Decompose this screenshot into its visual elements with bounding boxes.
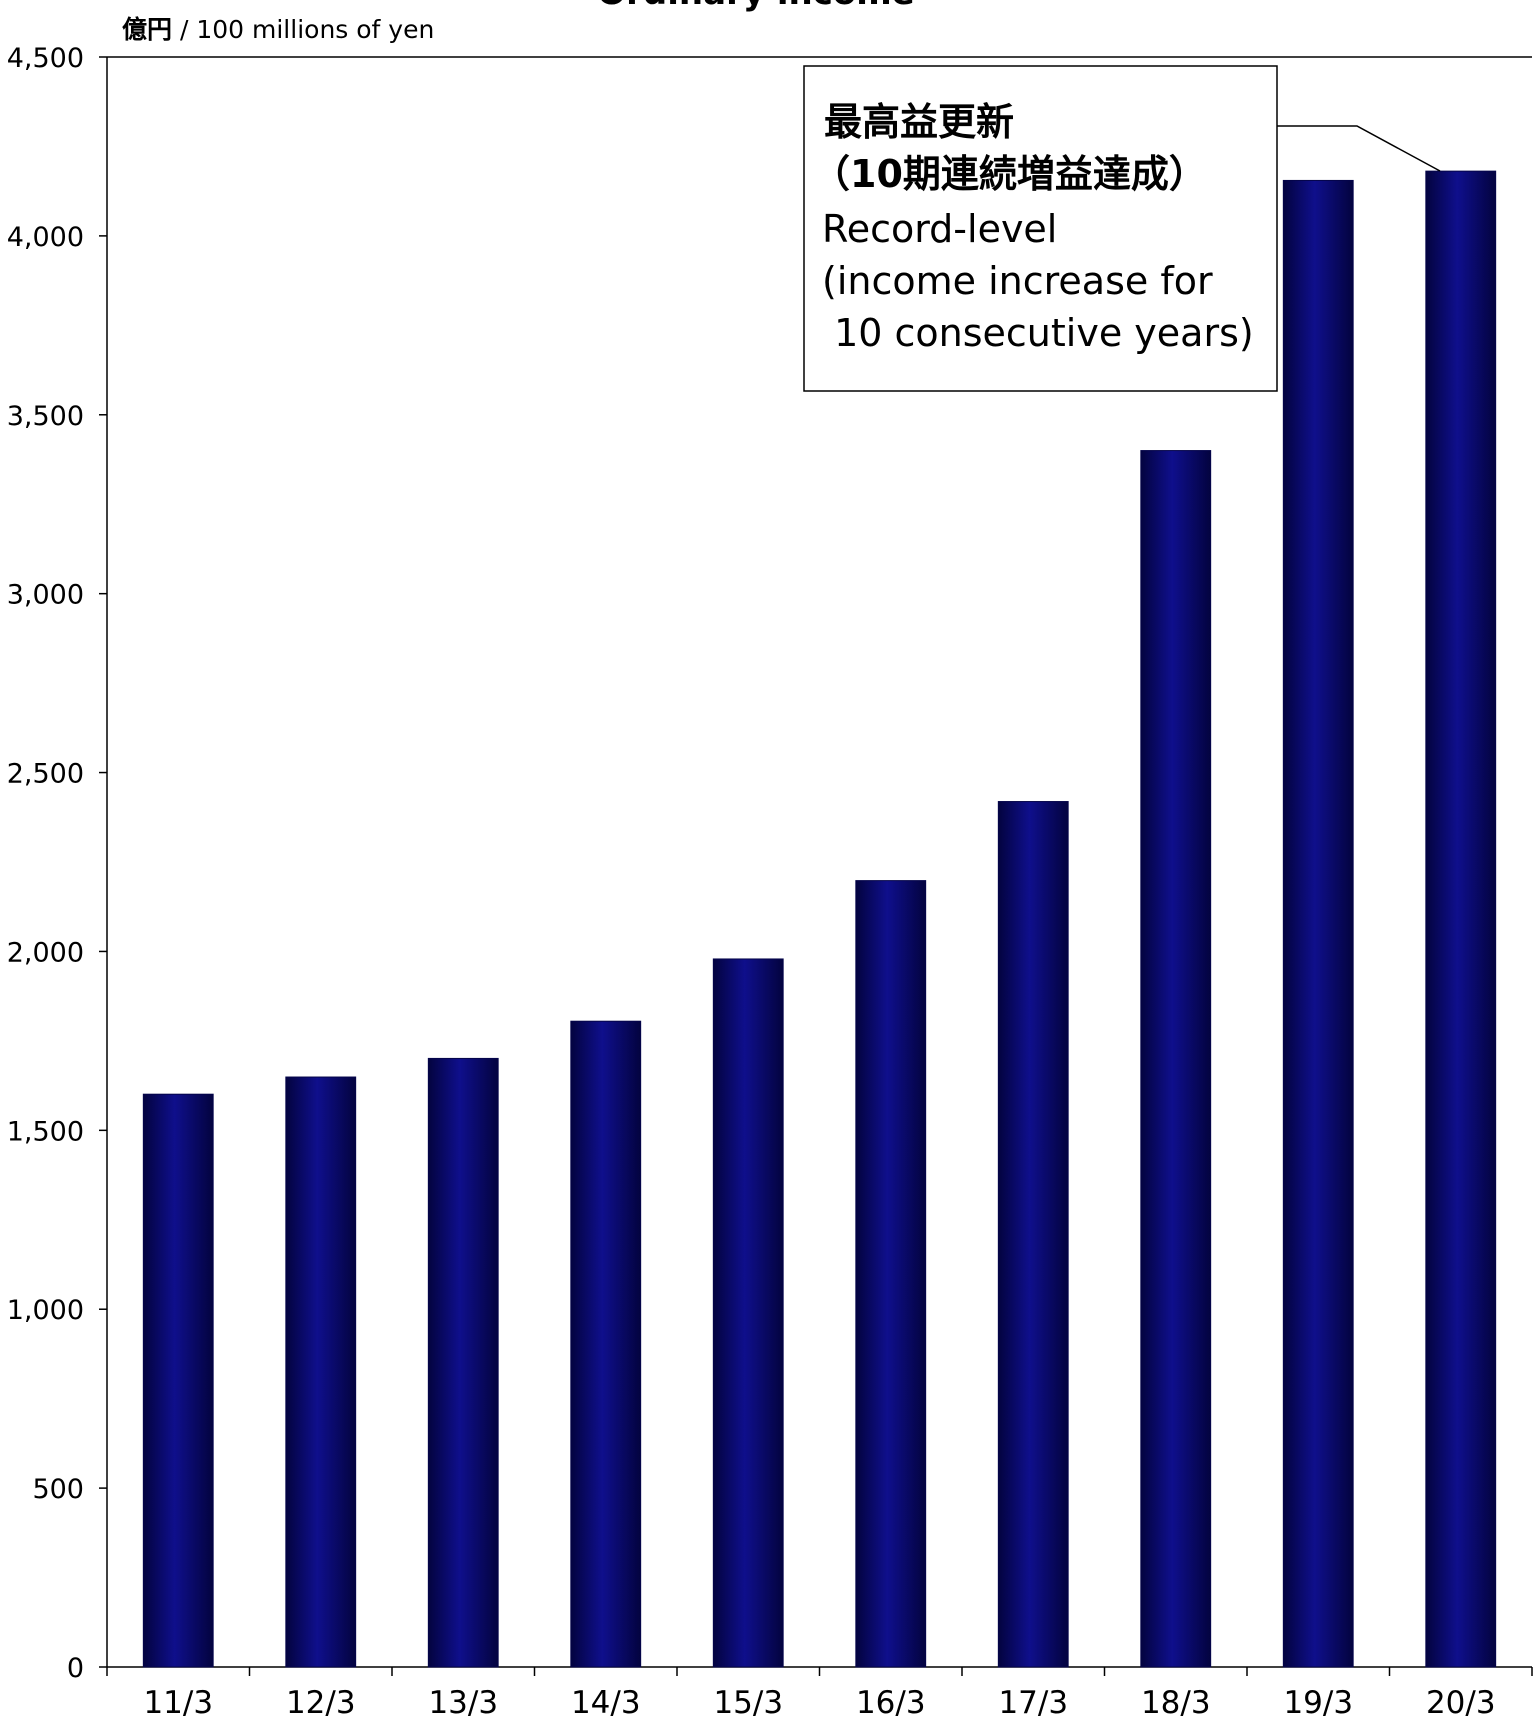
y-tick-label: 4,500 [7, 43, 84, 74]
x-tick-label: 15/3 [713, 1685, 783, 1721]
x-tick-label: 16/3 [856, 1685, 926, 1721]
y-tick-label: 1,500 [7, 1116, 84, 1147]
annotation-line-5: 10 consecutive years) [822, 311, 1254, 355]
annotation-box [803, 65, 1278, 392]
unit-label: 億円 / 100 millions of yen [122, 15, 434, 44]
unit-label-en: 100 millions of yen [196, 15, 434, 44]
record-annotation: 最高益更新 （10期連続増益達成） Record-level (income i… [803, 65, 1441, 392]
bar [427, 1057, 499, 1668]
bar [285, 1076, 357, 1668]
bar [997, 801, 1069, 1668]
y-tick-label: 0 [67, 1653, 84, 1684]
annotation-line-2: （10期連続増益達成） [812, 152, 1207, 196]
y-tick-label: 2,000 [7, 937, 84, 968]
y-tick-label: 500 [32, 1474, 84, 1505]
x-tick-label: 11/3 [143, 1685, 213, 1721]
bar [1282, 179, 1354, 1668]
y-tick-label: 3,000 [7, 580, 84, 611]
bar [712, 958, 784, 1668]
annotation-leader-line [1277, 125, 1441, 172]
chart-title: Ordinary income [597, 0, 914, 13]
bar [855, 880, 927, 1668]
bar [142, 1093, 214, 1668]
annotation-text: 最高益更新 （10期連続増益達成） Record-level (income i… [812, 100, 1254, 355]
annotation-line-1: 最高益更新 [824, 100, 1014, 144]
x-tick-label: 20/3 [1426, 1685, 1496, 1721]
bar-series [142, 170, 1497, 1668]
y-tick-label: 2,500 [7, 759, 84, 790]
x-tick-label: 12/3 [286, 1685, 356, 1721]
x-tick-label: 17/3 [998, 1685, 1068, 1721]
x-tick-label: 19/3 [1283, 1685, 1353, 1721]
y-tick-label: 1,000 [7, 1295, 84, 1326]
unit-label-separator: / [172, 15, 196, 44]
bar [1140, 450, 1212, 1668]
x-tick-label: 13/3 [428, 1685, 498, 1721]
x-tick-label: 14/3 [571, 1685, 641, 1721]
bar [570, 1020, 642, 1668]
annotation-line-3: Record-level [822, 207, 1057, 251]
annotation-line-4: (income increase for [822, 259, 1213, 303]
x-tick-label: 18/3 [1141, 1685, 1211, 1721]
bar [1425, 170, 1497, 1668]
x-axis-ticks: 11/3 12/3 13/3 14/3 15/3 16/3 17/3 18/3 19/3 20/3 [106, 1667, 1533, 1721]
y-axis-ticks: 0 500 1,000 1,500 2,000 2,500 3,000 3,500 4,000 4… [7, 43, 107, 1684]
y-tick-label: 4,000 [7, 222, 84, 253]
y-tick-label: 3,500 [7, 401, 84, 432]
unit-label-jp: 億円 [122, 15, 172, 44]
